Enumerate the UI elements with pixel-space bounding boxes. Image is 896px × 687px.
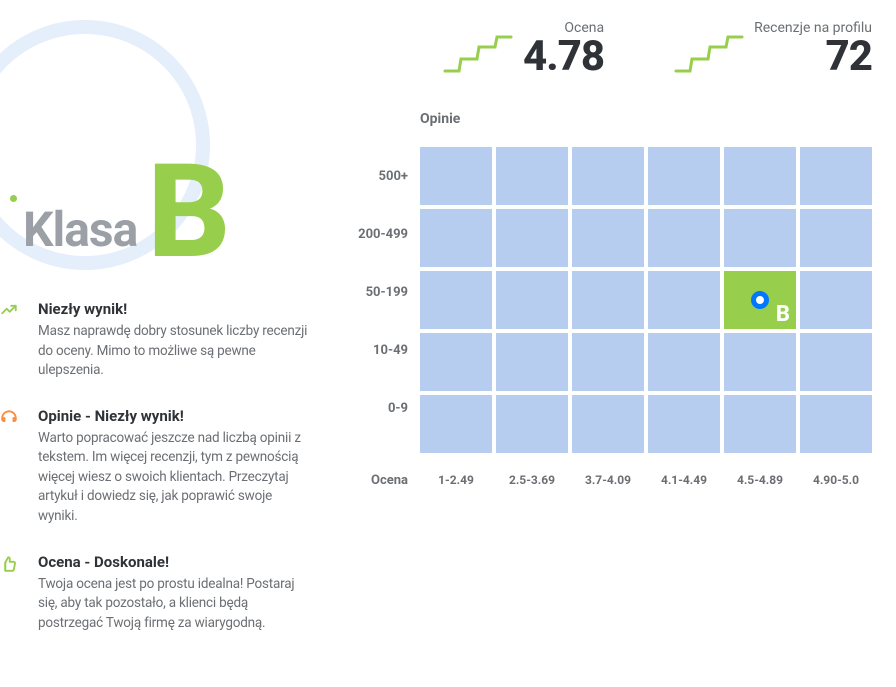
matrix-cell bbox=[648, 333, 720, 391]
matrix-y-labels: 500+ 200-499 50-199 10-49 0-9 bbox=[330, 147, 420, 453]
matrix-x-labels: 1-2.49 2.5-3.69 3.7-4.09 4.1-4.49 4.5-4.… bbox=[420, 473, 872, 488]
right-column: Ocena 4.78 Recenzje na profilu 72 Opinie… bbox=[320, 0, 896, 687]
matrix-cell bbox=[420, 395, 492, 453]
info-item-rating: Ocena - Doskonale! Twoja ocena jest po p… bbox=[0, 553, 310, 634]
matrix: Opinie 500+ 200-499 50-199 10-49 0-9 Oce… bbox=[330, 111, 872, 488]
badge-text: Klasa B bbox=[10, 150, 227, 258]
info-list: Niezły wynik! Masz naprawdę dobry stosun… bbox=[0, 300, 310, 633]
stat-rating-value: 4.78 bbox=[523, 32, 604, 81]
x-label: 2.5-3.69 bbox=[496, 473, 568, 488]
left-column: Klasa B Niezły wynik! Masz naprawdę dobr… bbox=[0, 0, 320, 687]
matrix-y-title: Opinie bbox=[420, 111, 872, 127]
y-label: 0-9 bbox=[330, 379, 420, 437]
matrix-cell bbox=[648, 271, 720, 329]
info-desc: Masz naprawdę dobry stosunek liczby rece… bbox=[38, 322, 310, 381]
matrix-body: 500+ 200-499 50-199 10-49 0-9 bbox=[330, 147, 872, 453]
matrix-cell bbox=[496, 333, 568, 391]
stat-text: Ocena 4.78 bbox=[523, 20, 604, 81]
info-body: Niezły wynik! Masz naprawdę dobry stosun… bbox=[38, 300, 310, 381]
grade-badge: Klasa B bbox=[0, 20, 310, 270]
matrix-cell bbox=[800, 271, 872, 329]
x-label: 4.90-5.0 bbox=[800, 473, 872, 488]
thumb-up-icon bbox=[0, 555, 20, 634]
x-label: 1-2.49 bbox=[420, 473, 492, 488]
stat-reviews-value: 72 bbox=[754, 32, 872, 81]
matrix-cell bbox=[724, 209, 796, 267]
info-body: Opinie - Niezły wynik! Warto popracować … bbox=[38, 407, 310, 527]
stat-text: Recenzje na profilu 72 bbox=[754, 20, 872, 81]
matrix-cell bbox=[800, 209, 872, 267]
klasa-label: Klasa bbox=[23, 201, 137, 258]
matrix-cell bbox=[648, 147, 720, 205]
matrix-x-title: Ocena bbox=[330, 473, 420, 488]
info-body: Ocena - Doskonale! Twoja ocena jest po p… bbox=[38, 553, 310, 634]
sparkline-icon bbox=[674, 35, 744, 75]
matrix-cell bbox=[572, 333, 644, 391]
info-desc: Twoja ocena jest po prostu idealna! Post… bbox=[38, 575, 310, 634]
matrix-cell bbox=[496, 395, 568, 453]
trend-up-icon bbox=[0, 302, 20, 381]
x-label: 4.5-4.89 bbox=[724, 473, 796, 488]
info-title: Ocena - Doskonale! bbox=[38, 553, 310, 571]
matrix-cell bbox=[648, 395, 720, 453]
grade-letter: B bbox=[147, 160, 226, 264]
info-item-reviews: Opinie - Niezły wynik! Warto popracować … bbox=[0, 407, 310, 527]
matrix-cell bbox=[572, 209, 644, 267]
matrix-cell bbox=[572, 271, 644, 329]
matrix-cell bbox=[496, 271, 568, 329]
matrix-cell bbox=[496, 147, 568, 205]
y-label: 50-199 bbox=[330, 263, 420, 321]
matrix-cell bbox=[800, 333, 872, 391]
matrix-cell bbox=[800, 395, 872, 453]
y-label: 10-49 bbox=[330, 321, 420, 379]
matrix-cell bbox=[724, 333, 796, 391]
stat-reviews: Recenzje na profilu 72 bbox=[674, 20, 872, 81]
info-desc: Warto popracować jeszcze nad liczbą opin… bbox=[38, 429, 310, 527]
x-label: 3.7-4.09 bbox=[572, 473, 644, 488]
matrix-cell bbox=[724, 271, 796, 329]
sparkline-icon bbox=[443, 35, 513, 75]
position-marker-icon bbox=[751, 291, 769, 309]
x-label: 4.1-4.49 bbox=[648, 473, 720, 488]
matrix-cell bbox=[420, 271, 492, 329]
matrix-cell bbox=[420, 209, 492, 267]
matrix-cell bbox=[572, 147, 644, 205]
matrix-cell bbox=[420, 147, 492, 205]
matrix-cell bbox=[648, 209, 720, 267]
stats-row: Ocena 4.78 Recenzje na profilu 72 bbox=[330, 20, 872, 81]
matrix-cell bbox=[420, 333, 492, 391]
matrix-cell bbox=[496, 209, 568, 267]
matrix-grid bbox=[420, 147, 872, 453]
matrix-x-row: Ocena 1-2.49 2.5-3.69 3.7-4.09 4.1-4.49 … bbox=[330, 473, 872, 488]
matrix-cell bbox=[572, 395, 644, 453]
y-label: 200-499 bbox=[330, 205, 420, 263]
matrix-cell bbox=[724, 395, 796, 453]
badge-dot-icon bbox=[10, 195, 17, 202]
matrix-cell bbox=[800, 147, 872, 205]
headphones-icon bbox=[0, 409, 20, 527]
page-container: Klasa B Niezły wynik! Masz naprawdę dobr… bbox=[0, 0, 896, 687]
info-title: Niezły wynik! bbox=[38, 300, 310, 318]
info-title: Opinie - Niezły wynik! bbox=[38, 407, 310, 425]
y-label: 500+ bbox=[330, 147, 420, 205]
stat-rating: Ocena 4.78 bbox=[443, 20, 604, 81]
matrix-cell bbox=[724, 147, 796, 205]
info-item-overall: Niezły wynik! Masz naprawdę dobry stosun… bbox=[0, 300, 310, 381]
